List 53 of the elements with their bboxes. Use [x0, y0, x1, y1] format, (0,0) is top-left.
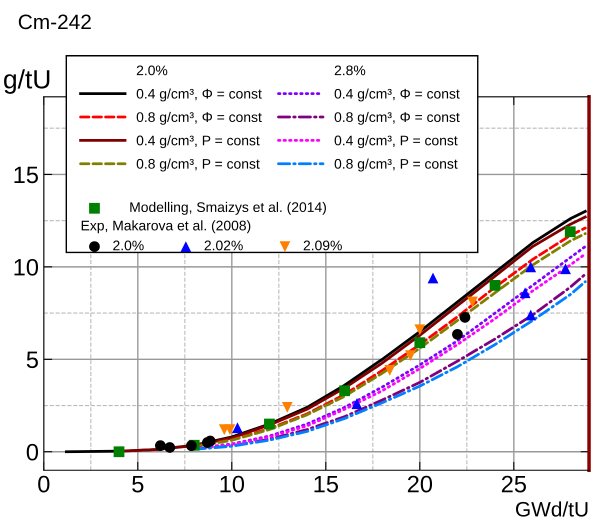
legend-label: 0.8 g/cm³, Φ = const [334, 112, 460, 125]
point [414, 337, 426, 348]
legend-label: 0.8 g/cm³, P = const [136, 158, 260, 172]
point [467, 296, 478, 308]
point [186, 440, 197, 452]
point [114, 446, 124, 458]
y-tick-label: 10 [14, 258, 38, 276]
point [525, 261, 536, 272]
x-tick-label: 5 [132, 476, 144, 492]
x-tick-label: 10 [220, 476, 244, 492]
legend-title: Exp, Makarova et al. (2008) [82, 220, 250, 234]
y-tick-label: 15 [14, 166, 38, 184]
point [339, 385, 350, 396]
chart-title: Cm-242 [18, 14, 91, 30]
point [452, 328, 463, 340]
legend-label: 0.4 g/cm³, P = const [334, 135, 458, 148]
x-tick-label: 20 [408, 476, 432, 492]
point [384, 365, 396, 376]
point [204, 436, 216, 446]
y-tick-label: 0 [26, 444, 38, 461]
point [282, 402, 293, 413]
point [560, 263, 571, 274]
point [232, 422, 243, 434]
legend-label: 2.0% [113, 240, 144, 250]
x-axis-title: GWd/tU [516, 501, 588, 517]
text: 2.0% [136, 65, 168, 76]
legend-label: 0.4 g/cm³, Φ = const [334, 88, 460, 102]
legend-label: 2.02% [204, 240, 243, 250]
point [414, 324, 426, 336]
point [405, 350, 416, 361]
legend-label: Modelling, Smaizys et al. (2014) [130, 202, 326, 215]
legend-label: 0.8 g/cm³, Φ = const [136, 112, 262, 125]
point [164, 442, 176, 453]
point [520, 287, 530, 298]
point [264, 418, 275, 430]
point [460, 312, 470, 323]
y-tick-label: 5 [26, 352, 38, 368]
point [490, 280, 500, 291]
point [564, 226, 576, 238]
y-axis-title: g/tU [4, 69, 50, 94]
point [351, 398, 362, 410]
point [154, 440, 166, 452]
text: 2.8% [334, 65, 366, 76]
point [428, 272, 438, 284]
point [525, 310, 536, 320]
point [224, 424, 236, 435]
x-tick-label: 0 [38, 476, 50, 492]
legend-label: 0.4 g/cm³, P = const [136, 135, 260, 148]
legend-label: 0.8 g/cm³, P = const [334, 158, 458, 172]
x-tick-label: 25 [502, 476, 526, 492]
legend-label: 2.09% [304, 240, 342, 250]
legend-label: 0.4 g/cm³, Φ = const [136, 88, 262, 102]
x-tick-label: 15 [314, 476, 338, 492]
